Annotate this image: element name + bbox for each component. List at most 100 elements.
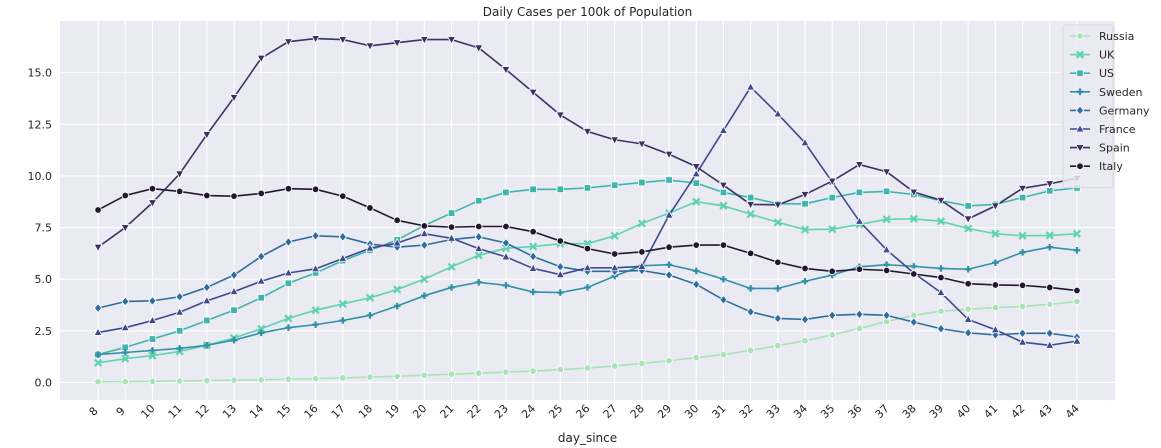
data-point: [991, 303, 1000, 312]
x-tick-label: 29: [655, 402, 674, 421]
y-tick-label: 12.5: [28, 118, 53, 131]
series-russia: [94, 297, 1081, 386]
data-point: [1073, 246, 1081, 254]
data-point: [610, 181, 619, 189]
data-point: [746, 201, 756, 210]
data-point: [283, 267, 294, 277]
data-point: [256, 54, 266, 64]
data-point: [637, 261, 647, 270]
data-point: [203, 376, 211, 385]
data-point: [964, 327, 973, 338]
data-point: [1045, 180, 1055, 189]
data-point: [718, 125, 729, 134]
data-point: [148, 377, 157, 386]
x-tick-label: 39: [927, 402, 946, 421]
data-point: [148, 185, 157, 193]
x-tick-label: 34: [791, 402, 810, 421]
data-point: [474, 243, 484, 252]
x-tick-label: 25: [546, 402, 565, 421]
data-point: [719, 294, 728, 305]
data-point: [94, 378, 102, 386]
x-tick-label: 24: [519, 402, 538, 421]
data-point: [257, 324, 266, 333]
data-point: [828, 193, 836, 202]
data-point: [555, 111, 565, 121]
x-tick-label: 8: [87, 404, 101, 418]
x-tick-label: 42: [1009, 402, 1028, 421]
data-point: [582, 262, 593, 272]
data-point: [257, 294, 265, 302]
legend-item-uk: UK: [1070, 49, 1115, 62]
data-point: [420, 222, 429, 230]
data-point: [175, 307, 185, 316]
data-point: [746, 210, 755, 219]
data-point: [637, 140, 647, 150]
legend-item-spain: Spain: [1070, 142, 1130, 155]
data-point: [257, 329, 265, 337]
data-point: [147, 199, 158, 208]
data-point: [828, 331, 836, 339]
data-point: [990, 324, 1000, 334]
data-point: [990, 202, 1000, 211]
data-point: [230, 306, 238, 314]
y-tick-label: 2.5: [35, 325, 53, 338]
data-point: [801, 200, 809, 208]
x-axis: 8 9 10 11 12 13 14 15 16 17 18 19 20 21 22 23 24 25 26 27 28…: [87, 402, 1082, 421]
data-point: [584, 284, 591, 291]
data-point: [230, 192, 238, 200]
data-point: [692, 353, 700, 362]
y-tick-label: 15.0: [28, 67, 53, 80]
data-point: [474, 44, 484, 53]
data-point: [882, 215, 891, 224]
data-point: [94, 206, 102, 214]
data-point: [312, 321, 319, 328]
data-point: [148, 351, 157, 360]
data-point: [963, 215, 973, 224]
data-point: [447, 370, 456, 378]
data-point: [448, 284, 455, 291]
data-point: [502, 222, 510, 231]
data-point: [746, 249, 755, 258]
data-point: [936, 196, 946, 206]
data-point: [474, 251, 483, 260]
data-point: [284, 237, 293, 247]
data-point: [175, 327, 184, 335]
data-point: [338, 231, 347, 242]
data-point: [583, 244, 592, 253]
data-point: [692, 197, 701, 206]
data-point: [719, 201, 728, 210]
legend-label: UK: [1099, 49, 1115, 62]
x-tick-label: 30: [682, 402, 701, 421]
data-point: [528, 88, 538, 98]
x-tick-label: 22: [465, 402, 484, 421]
data-point: [529, 288, 537, 296]
legend-item-germany: Germany: [1070, 104, 1150, 117]
data-point: [556, 365, 565, 374]
data-point: [774, 341, 782, 350]
series-sweden: [94, 243, 1081, 358]
data-point: [202, 131, 212, 140]
data-point: [366, 373, 374, 381]
data-point: [1076, 69, 1084, 77]
data-point: [229, 286, 239, 295]
data-point: [446, 233, 457, 242]
x-tick-label: 41: [981, 402, 1000, 421]
data-point: [203, 341, 211, 349]
legend-item-sweden: Sweden: [1070, 86, 1142, 99]
data-point: [909, 317, 918, 328]
data-point: [909, 188, 919, 198]
data-point: [719, 241, 728, 249]
data-point: [991, 281, 1000, 289]
x-tick-label: 19: [383, 402, 402, 421]
data-point: [964, 202, 972, 210]
x-tick-label: 33: [764, 402, 783, 421]
data-point: [284, 185, 293, 193]
data-point: [1018, 231, 1027, 240]
data-point: [284, 314, 293, 323]
series-uk: [93, 197, 1082, 367]
series-italy: [94, 185, 1081, 295]
data-point: [446, 36, 457, 45]
data-point: [936, 287, 946, 296]
data-point: [475, 196, 483, 205]
data-point: [964, 280, 972, 288]
